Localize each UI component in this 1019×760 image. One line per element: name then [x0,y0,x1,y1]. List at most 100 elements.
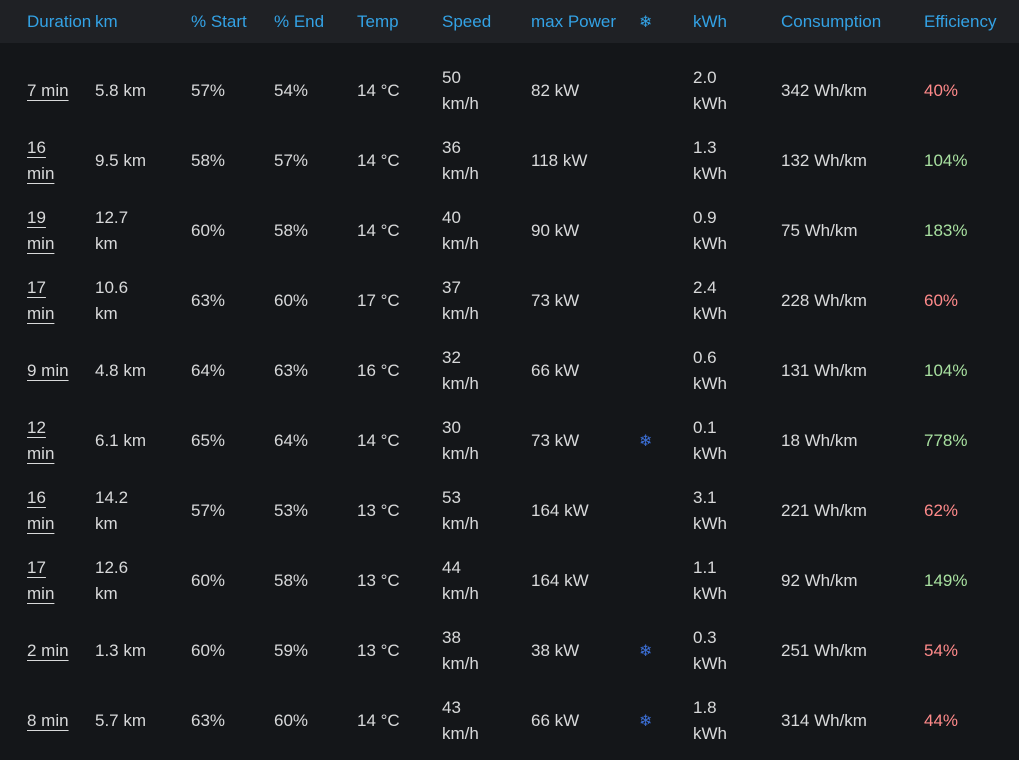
avg-speed: 44 km/h [442,558,479,603]
col-header-duration[interactable]: Duration [27,11,92,31]
cell-start: 63% [190,686,273,756]
table-row: 2 min 1.3 km 60% 59% 13 °C 38 km/h 38 kW ❄ 0.3 k… [0,616,1019,686]
efficiency: 44% [924,711,959,730]
cell-temp: 13 °C [356,476,441,546]
col-header-temp[interactable]: Temp [357,11,399,31]
col-header-start[interactable]: % Start [191,11,247,31]
max-power: 38 kW [531,641,580,660]
table-header: Duration km % Start % End Temp Speed max… [0,0,1019,43]
table-row: 17 min 12.6 km 60% 58% 13 °C 44 km/h 164 kW 1.1… [0,546,1019,616]
drive-duration-link[interactable]: 8 min [27,711,69,730]
cell-kwh: 1.1 kWh [691,546,779,616]
col-header-consumption[interactable]: Consumption [781,11,882,31]
energy-used: 0.1 kWh [693,418,727,463]
drive-duration-link[interactable]: 2 min [27,641,69,660]
energy-used: 2.4 kWh [693,278,727,323]
cell-kwh: 3.1 kWh [691,476,779,546]
consumption: 131 Wh/km [781,361,867,380]
cell-climate [634,336,691,406]
drive-duration-link[interactable]: 12 min [27,418,55,463]
col-header-speed[interactable]: Speed [442,11,492,31]
cell-temp: 14 °C [356,686,441,756]
cell-duration: 12 min [0,406,95,476]
cell-climate: ❄ [634,616,691,686]
cell-max-power: 73 kW [531,406,634,476]
cell-speed: 36 km/h [441,126,531,196]
drive-duration-link[interactable]: 17 min [27,278,55,323]
col-header-max-power[interactable]: max Power [531,11,617,31]
cell-speed: 32 km/h [441,336,531,406]
table-row: 16 min 9.5 km 58% 57% 14 °C 36 km/h 118 kW 1.3 … [0,126,1019,196]
cell-efficiency: 104% [924,126,1019,196]
cell-km: 14.2 km [95,476,190,546]
cell-start: 60% [190,616,273,686]
consumption: 342 Wh/km [781,81,867,100]
table-row: 19 min 12.7 km 60% 58% 14 °C 40 km/h 90 kW 0.9 … [0,196,1019,266]
cell-end: 58% [273,546,356,616]
cell-efficiency: 183% [924,196,1019,266]
consumption: 18 Wh/km [781,431,858,450]
efficiency: 104% [924,151,968,170]
end-soc: 58% [274,221,309,240]
max-power: 164 kW [531,501,589,520]
cell-duration: 17 min [0,546,95,616]
avg-speed: 30 km/h [442,418,479,463]
drive-duration-link[interactable]: 17 min [27,558,55,603]
end-soc: 63% [274,361,309,380]
avg-speed: 50 km/h [442,68,479,113]
col-header-climate[interactable]: ❄ [634,0,691,43]
cell-kwh: 0.3 kWh [691,616,779,686]
cell-speed: 44 km/h [441,546,531,616]
efficiency: 183% [924,221,968,240]
distance: 4.8 km [95,361,147,380]
cell-kwh: 0.1 kWh [691,406,779,476]
cell-duration: 8 min [0,686,95,756]
end-soc: 57% [274,151,309,170]
cell-end: 54% [273,56,356,126]
consumption: 92 Wh/km [781,571,858,590]
cell-start: 60% [190,546,273,616]
max-power: 118 kW [531,151,588,170]
drive-duration-link[interactable]: 7 min [27,81,69,100]
cell-km: 5.7 km [95,686,190,756]
max-power: 164 kW [531,571,589,590]
cell-speed: 30 km/h [441,406,531,476]
cell-max-power: 118 kW [531,126,634,196]
col-header-kwh[interactable]: kWh [693,11,727,31]
cell-consumption: 131 Wh/km [779,336,924,406]
cell-climate: ❄ [634,406,691,476]
distance: 14.2 km [95,488,129,533]
cell-start: 65% [190,406,273,476]
cell-duration: 9 min [0,336,95,406]
cell-kwh: 2.4 kWh [691,266,779,336]
drive-duration-link[interactable]: 16 min [27,138,55,183]
cell-duration: 16 min [0,126,95,196]
cell-climate: ❄ [634,686,691,756]
cell-climate [634,546,691,616]
avg-speed: 43 km/h [442,698,479,743]
cell-end: 59% [273,616,356,686]
distance: 5.7 km [95,711,147,730]
cell-duration: 19 min [0,196,95,266]
distance: 1.3 km [95,641,147,660]
efficiency: 60% [924,291,959,310]
distance: 9.5 km [95,151,147,170]
drive-duration-link[interactable]: 9 min [27,361,69,380]
energy-used: 0.6 kWh [693,348,727,393]
drive-duration-link[interactable]: 19 min [27,208,55,253]
cell-km: 12.7 km [95,196,190,266]
avg-speed: 38 km/h [442,628,479,673]
table-row: 16 min 14.2 km 57% 53% 13 °C 53 km/h 164 kW 3.1… [0,476,1019,546]
cell-consumption: 342 Wh/km [779,56,924,126]
cell-speed: 40 km/h [441,196,531,266]
col-header-end[interactable]: % End [274,11,325,31]
temperature: 13 °C [357,571,400,590]
cell-speed: 43 km/h [441,686,531,756]
cell-max-power: 73 kW [531,266,634,336]
avg-speed: 32 km/h [442,348,479,393]
col-header-km[interactable]: km [95,11,118,31]
drive-duration-link[interactable]: 16 min [27,488,55,533]
cell-end: 64% [273,406,356,476]
max-power: 90 kW [531,221,580,240]
col-header-efficiency[interactable]: Efficiency [924,11,997,31]
